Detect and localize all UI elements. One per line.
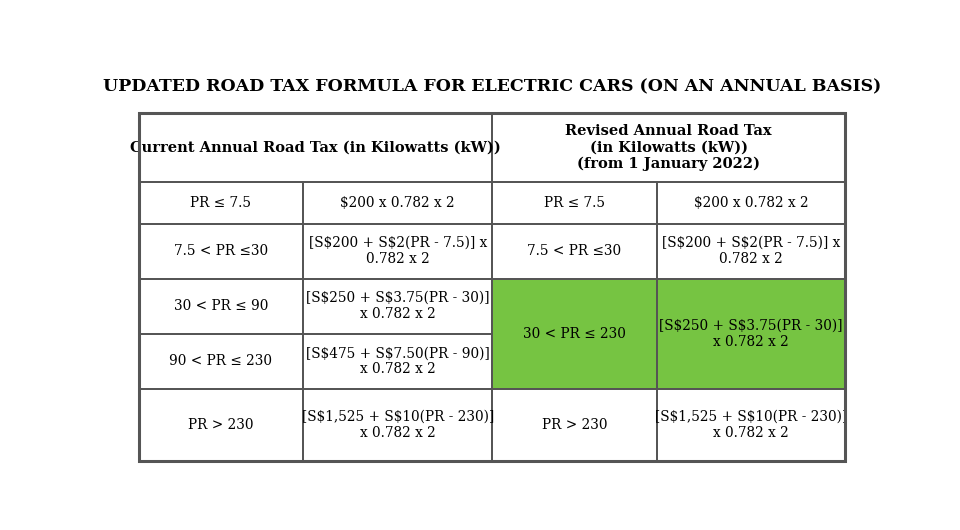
Text: Current Annual Road Tax (in Kilowatts (kW)): Current Annual Road Tax (in Kilowatts (k… <box>130 140 501 154</box>
Bar <box>303 279 492 334</box>
Text: 30 < PR ≤ 230: 30 < PR ≤ 230 <box>523 327 626 341</box>
Bar <box>138 224 303 279</box>
Text: [S\$250 + S\$3.75(PR - 30)]
x 0.782 x 2: [S\$250 + S\$3.75(PR - 30)] x 0.782 x 2 <box>306 291 490 321</box>
Bar <box>303 224 492 279</box>
Text: [S\$1,525 + S\$10(PR - 230)]
x 0.782 x 2: [S\$1,525 + S\$10(PR - 230)] x 0.782 x 2 <box>655 410 847 440</box>
Text: PR > 230: PR > 230 <box>188 418 253 432</box>
Bar <box>657 182 846 224</box>
Bar <box>492 224 657 279</box>
Bar <box>303 389 492 462</box>
Text: \$200 x 0.782 x 2: \$200 x 0.782 x 2 <box>694 196 808 210</box>
Bar <box>138 112 846 462</box>
Bar <box>492 279 657 389</box>
Text: 90 < PR ≤ 230: 90 < PR ≤ 230 <box>170 355 273 368</box>
Bar <box>138 112 492 182</box>
Text: [S\$1,525 + S\$10(PR - 230)]
x 0.782 x 2: [S\$1,525 + S\$10(PR - 230)] x 0.782 x 2 <box>301 410 493 440</box>
Text: [S\$475 + S\$7.50(PR - 90)]
x 0.782 x 2: [S\$475 + S\$7.50(PR - 90)] x 0.782 x 2 <box>306 346 490 376</box>
Bar <box>303 334 492 389</box>
Text: 30 < PR ≤ 90: 30 < PR ≤ 90 <box>174 299 268 313</box>
Bar <box>657 389 846 462</box>
Text: PR > 230: PR > 230 <box>541 418 607 432</box>
Bar <box>492 112 846 182</box>
Text: 7.5 < PR ≤30: 7.5 < PR ≤30 <box>174 244 268 258</box>
Text: PR ≤ 7.5: PR ≤ 7.5 <box>190 196 252 210</box>
Bar <box>303 182 492 224</box>
Text: \$200 x 0.782 x 2: \$200 x 0.782 x 2 <box>341 196 455 210</box>
Text: PR ≤ 7.5: PR ≤ 7.5 <box>544 196 605 210</box>
Text: [S\$200 + S\$2(PR - 7.5)] x
0.782 x 2: [S\$200 + S\$2(PR - 7.5)] x 0.782 x 2 <box>661 236 840 266</box>
Bar <box>138 389 303 462</box>
Bar <box>657 279 846 389</box>
Text: [S\$200 + S\$2(PR - 7.5)] x
0.782 x 2: [S\$200 + S\$2(PR - 7.5)] x 0.782 x 2 <box>308 236 487 266</box>
Bar <box>492 279 657 389</box>
Bar <box>138 182 303 224</box>
Text: [S\$250 + S\$3.75(PR - 30)]
x 0.782 x 2: [S\$250 + S\$3.75(PR - 30)] x 0.782 x 2 <box>660 319 843 349</box>
Bar <box>138 279 303 334</box>
Bar <box>657 224 846 279</box>
Bar <box>492 389 657 462</box>
Text: Revised Annual Road Tax
(in Kilowatts (kW))
(from 1 January 2022): Revised Annual Road Tax (in Kilowatts (k… <box>565 124 772 171</box>
Text: 7.5 < PR ≤30: 7.5 < PR ≤30 <box>527 244 621 258</box>
Bar <box>138 334 303 389</box>
Text: UPDATED ROAD TAX FORMULA FOR ELECTRIC CARS (ON AN ANNUAL BASIS): UPDATED ROAD TAX FORMULA FOR ELECTRIC CA… <box>103 78 881 95</box>
Bar <box>492 182 657 224</box>
Bar <box>657 279 846 389</box>
